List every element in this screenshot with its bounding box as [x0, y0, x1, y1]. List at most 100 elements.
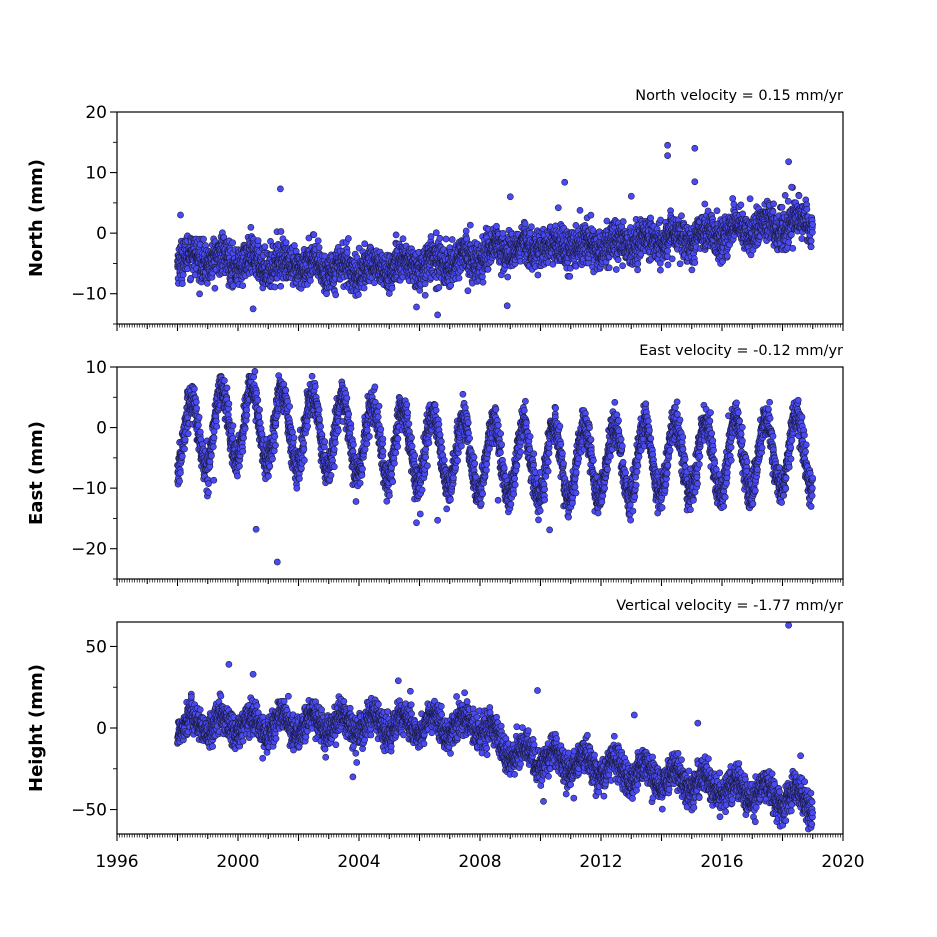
north-data-point	[254, 237, 262, 244]
north-data-point	[229, 239, 237, 247]
east-panel: East velocity = -0.12 mm/yr East (mm) −2…	[26, 343, 844, 586]
north-data-point	[619, 262, 626, 270]
north-data-point	[619, 218, 627, 225]
east-data-point	[193, 404, 200, 412]
north-panel: North velocity = 0.15 mm/yr North (mm) −…	[26, 88, 844, 331]
north-data-point	[737, 201, 745, 209]
north-y-tick-label: 10	[85, 164, 107, 184]
north-data-point	[187, 275, 195, 282]
north-data-point	[678, 212, 685, 220]
north-outlier-point	[177, 211, 184, 219]
north-data-point	[196, 290, 203, 298]
north-data-point	[307, 277, 314, 284]
north-data-point	[688, 266, 696, 274]
north-data-point	[388, 284, 396, 292]
north-data-point	[247, 224, 255, 231]
east-data-point	[181, 445, 188, 453]
north-data-point	[261, 243, 269, 250]
north-data-point	[323, 290, 330, 298]
north-data-point	[361, 240, 369, 248]
north-data-point	[462, 227, 470, 235]
east-data-point	[178, 452, 186, 460]
east-y-tick-label: 0	[96, 419, 107, 439]
north-outlier-point	[664, 141, 671, 149]
north-data-point	[271, 283, 279, 291]
north-data-point	[526, 229, 534, 237]
north-data-point	[282, 239, 290, 246]
east-y-tick-label: 10	[85, 358, 107, 378]
north-data-point	[455, 274, 463, 282]
north-data-point	[504, 273, 512, 281]
north-data-point	[448, 236, 456, 243]
east-data-point	[184, 430, 192, 438]
north-data-point	[809, 228, 816, 236]
north-data-point	[770, 200, 777, 208]
north-outlier-point	[691, 144, 699, 152]
north-outlier-point	[434, 311, 441, 319]
north-outlier-point	[561, 178, 569, 186]
north-data-point	[807, 237, 815, 245]
north-data-point	[713, 207, 721, 215]
north-axis-label: North (mm)	[26, 159, 47, 277]
north-data-point	[701, 200, 709, 208]
north-data-point	[784, 197, 792, 205]
north-data-point	[392, 231, 400, 239]
north-data-point	[484, 265, 492, 273]
north-data-point	[746, 195, 754, 203]
north-outlier-point	[506, 193, 514, 201]
east-panel-title: East velocity = -0.12 mm/yr	[639, 343, 843, 359]
east-data-point	[181, 436, 189, 443]
north-data-point	[605, 264, 613, 272]
north-data-point	[612, 266, 620, 273]
north-data-point	[435, 284, 443, 291]
north-data-point	[332, 291, 340, 299]
north-data-point	[239, 282, 247, 289]
north-data-point	[521, 220, 529, 228]
east-data-point	[192, 398, 200, 406]
north-y-tick-label: −10	[71, 285, 107, 305]
north-data-point	[436, 234, 444, 242]
north-data-point	[554, 204, 562, 212]
north-data-point	[664, 261, 672, 269]
east-y-tick-label: −20	[71, 540, 107, 560]
north-data-point	[442, 235, 450, 243]
north-data-point	[178, 280, 186, 287]
north-outlier-point	[277, 185, 284, 193]
east-data-point	[195, 413, 203, 421]
north-data-point	[479, 278, 487, 286]
east-axis-label: East (mm)	[26, 421, 47, 525]
east-data-point	[191, 385, 198, 393]
north-data-point	[668, 255, 676, 263]
north-data-point	[723, 252, 731, 260]
north-data-point	[229, 282, 237, 290]
east-points	[174, 368, 816, 566]
north-data-point	[587, 211, 595, 219]
north-data-point	[399, 235, 407, 243]
north-data-point	[795, 192, 803, 200]
north-data-point	[769, 208, 777, 216]
north-data-point	[657, 266, 664, 274]
north-data-point	[211, 284, 219, 292]
north-data-point	[809, 221, 816, 228]
north-data-point	[421, 291, 429, 299]
north-data-point	[360, 284, 368, 292]
north-data-point	[421, 280, 429, 288]
north-outlier-point	[788, 183, 795, 191]
north-points	[174, 141, 816, 319]
north-outlier-point	[785, 158, 792, 166]
north-data-point	[432, 229, 440, 237]
north-data-point	[807, 243, 815, 251]
north-outlier-point	[664, 152, 671, 159]
north-ticks: −10 0 10 20	[71, 103, 844, 331]
north-data-point	[277, 228, 285, 235]
north-data-point	[788, 231, 795, 239]
north-panel-title: North velocity = 0.15 mm/yr	[635, 88, 843, 104]
north-data-point	[566, 273, 574, 280]
north-y-tick-label: 20	[85, 103, 107, 123]
north-data-point	[739, 210, 747, 218]
north-data-point	[277, 282, 285, 290]
north-data-point	[315, 244, 323, 251]
north-data-point	[614, 256, 622, 264]
north-data-point	[803, 205, 811, 213]
